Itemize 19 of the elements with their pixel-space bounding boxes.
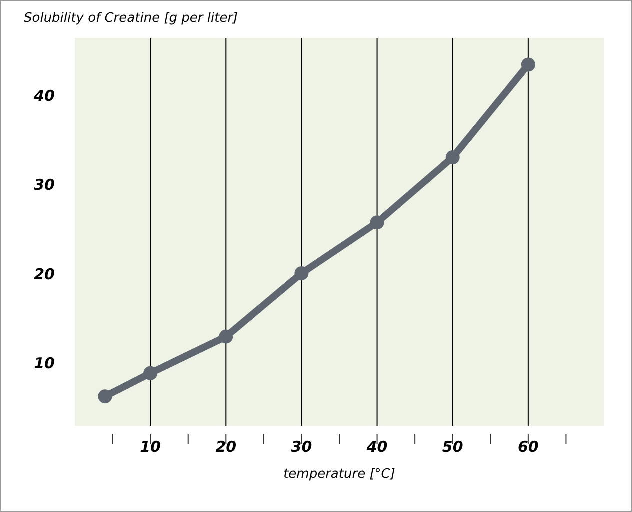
point: [370, 216, 384, 230]
x-tick-label: 10: [140, 438, 162, 456]
x-tick-label: 40: [366, 438, 388, 456]
point: [521, 58, 536, 72]
point: [294, 266, 309, 280]
x-tick-label: 20: [216, 438, 237, 456]
y-tick-label: 30: [34, 176, 55, 194]
point: [98, 390, 112, 404]
y-tick-label: 10: [34, 354, 55, 373]
x-axis-title: temperature [°C]: [284, 467, 396, 482]
y-tick-label: 20: [34, 265, 55, 284]
point: [219, 330, 234, 344]
point: [446, 150, 460, 165]
x-tick-label: 60: [518, 438, 539, 456]
y-tick-label: 40: [33, 86, 55, 105]
y-axis-title: Solubility of Creatine [g per liter]: [24, 11, 238, 26]
point: [144, 366, 158, 380]
x-tick-label: 30: [291, 438, 312, 456]
x-tick-label: 50: [442, 438, 464, 456]
